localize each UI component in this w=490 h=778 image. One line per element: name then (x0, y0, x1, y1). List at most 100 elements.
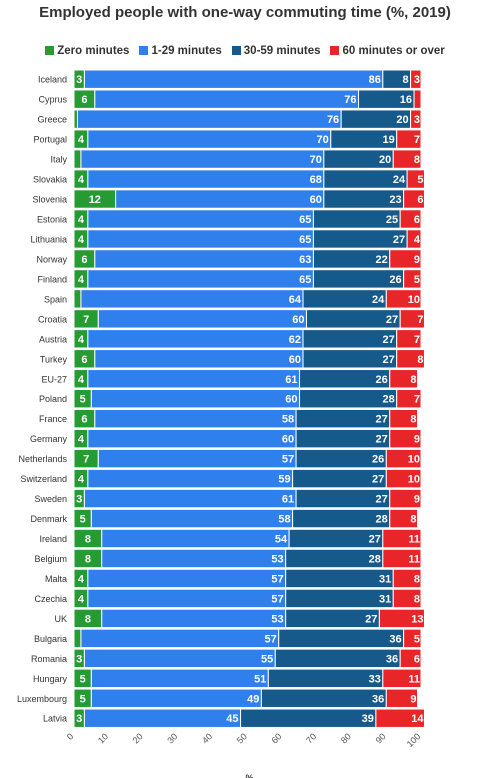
bar-segment (87, 269, 314, 289)
data-label: 28 (376, 514, 388, 526)
category-label: Switzerland (20, 474, 67, 484)
data-label: 4 (78, 274, 85, 286)
data-label: 7 (414, 394, 420, 406)
x-tick-label: 100 (405, 731, 423, 749)
bar-segment (73, 109, 78, 129)
data-label: 4 (78, 573, 85, 585)
legend-item[interactable]: 30-59 minutes (231, 45, 320, 57)
category-label: Luxembourg (17, 694, 67, 704)
data-label: 60 (310, 194, 322, 206)
category-label: Denmark (30, 514, 67, 524)
data-label: 9 (410, 693, 416, 705)
bar-segment (76, 109, 342, 129)
data-label: 5 (80, 514, 86, 526)
bar-segment (87, 468, 294, 489)
bar-segment (87, 229, 314, 249)
bar-segment (389, 428, 422, 449)
legend-label: Zero minutes (57, 45, 130, 57)
bar-segment (399, 648, 422, 669)
data-label: 58 (278, 514, 290, 526)
data-label: 5 (417, 174, 423, 186)
bar-segment (73, 628, 82, 649)
category-label: Bulgaria (34, 634, 67, 644)
category-label: Italy (50, 155, 67, 165)
x-tick-label: 60 (269, 731, 283, 745)
data-label: 4 (78, 214, 85, 226)
data-label: 5 (80, 673, 86, 685)
bar-segment (73, 289, 82, 309)
data-label: 27 (376, 494, 388, 506)
data-label: 24 (393, 174, 406, 186)
data-label: 65 (299, 234, 311, 246)
bar-segment (260, 688, 387, 708)
data-label: 4 (78, 474, 85, 486)
bar-segment (87, 329, 304, 349)
data-label: 8 (414, 593, 420, 605)
data-label: 11 (408, 534, 420, 546)
bar-segment (278, 628, 405, 649)
bar-segment (83, 488, 297, 509)
category-label: Latvia (43, 714, 67, 724)
data-label: 33 (369, 673, 381, 685)
data-label: 9 (414, 494, 420, 506)
bar-segment (382, 528, 422, 549)
data-label: 7 (417, 314, 423, 326)
bar-segment (267, 668, 384, 688)
bar-segment (389, 408, 419, 429)
category-label: Sweden (34, 494, 67, 504)
legend-item[interactable]: 60 minutes or over (330, 45, 445, 57)
data-label: 22 (376, 254, 388, 266)
bar-segment (392, 149, 422, 169)
bar-segment (403, 189, 425, 209)
bar-segment (80, 289, 304, 309)
bar-segment (385, 468, 422, 489)
bar-segment (101, 608, 287, 629)
data-label: 31 (379, 573, 391, 585)
data-label: 27 (376, 414, 388, 426)
data-label: 4 (78, 593, 85, 605)
bar-segment (403, 269, 422, 289)
data-label: 58 (282, 414, 294, 426)
data-label: 61 (282, 494, 294, 506)
data-label: 20 (379, 154, 391, 166)
data-label: 6 (81, 354, 87, 366)
data-label: 4 (78, 174, 85, 186)
data-label: 57 (271, 573, 283, 585)
bar-segment (285, 568, 394, 589)
category-label: Slovenia (32, 195, 67, 205)
legend-swatch (231, 46, 241, 55)
bar-segment (389, 488, 422, 509)
category-label: Czechia (34, 594, 67, 604)
data-label: 27 (369, 534, 381, 546)
data-label: 6 (81, 94, 87, 106)
category-label: Spain (44, 294, 67, 304)
x-tick-label: 30 (165, 731, 179, 745)
bar-segment (385, 289, 422, 309)
data-label: 53 (271, 613, 283, 625)
legend-item[interactable]: 1-29 minutes (139, 45, 222, 57)
category-label: Iceland (38, 75, 67, 85)
category-label: Estonia (37, 214, 67, 224)
data-label: 3 (414, 114, 420, 126)
category-label: Romania (31, 654, 67, 664)
data-label: 24 (372, 294, 385, 306)
bar-segment (87, 428, 297, 449)
data-label: 55 (261, 653, 273, 665)
data-label: 65 (299, 274, 311, 286)
data-label: 59 (278, 474, 290, 486)
bar-segment (94, 249, 314, 269)
category-label: Portugal (33, 135, 67, 145)
legend-item[interactable]: Zero minutes (45, 45, 129, 57)
data-label: 36 (372, 693, 384, 705)
bar-segment (274, 648, 401, 669)
bar-segment (94, 349, 304, 369)
data-label: 60 (282, 434, 294, 446)
data-label: 27 (386, 314, 398, 326)
data-label: 10 (408, 454, 420, 466)
data-label: 26 (372, 454, 384, 466)
data-label: 57 (264, 633, 276, 645)
data-label: 62 (289, 334, 301, 346)
data-label: 26 (376, 374, 388, 386)
category-label: Cyprus (38, 95, 67, 105)
